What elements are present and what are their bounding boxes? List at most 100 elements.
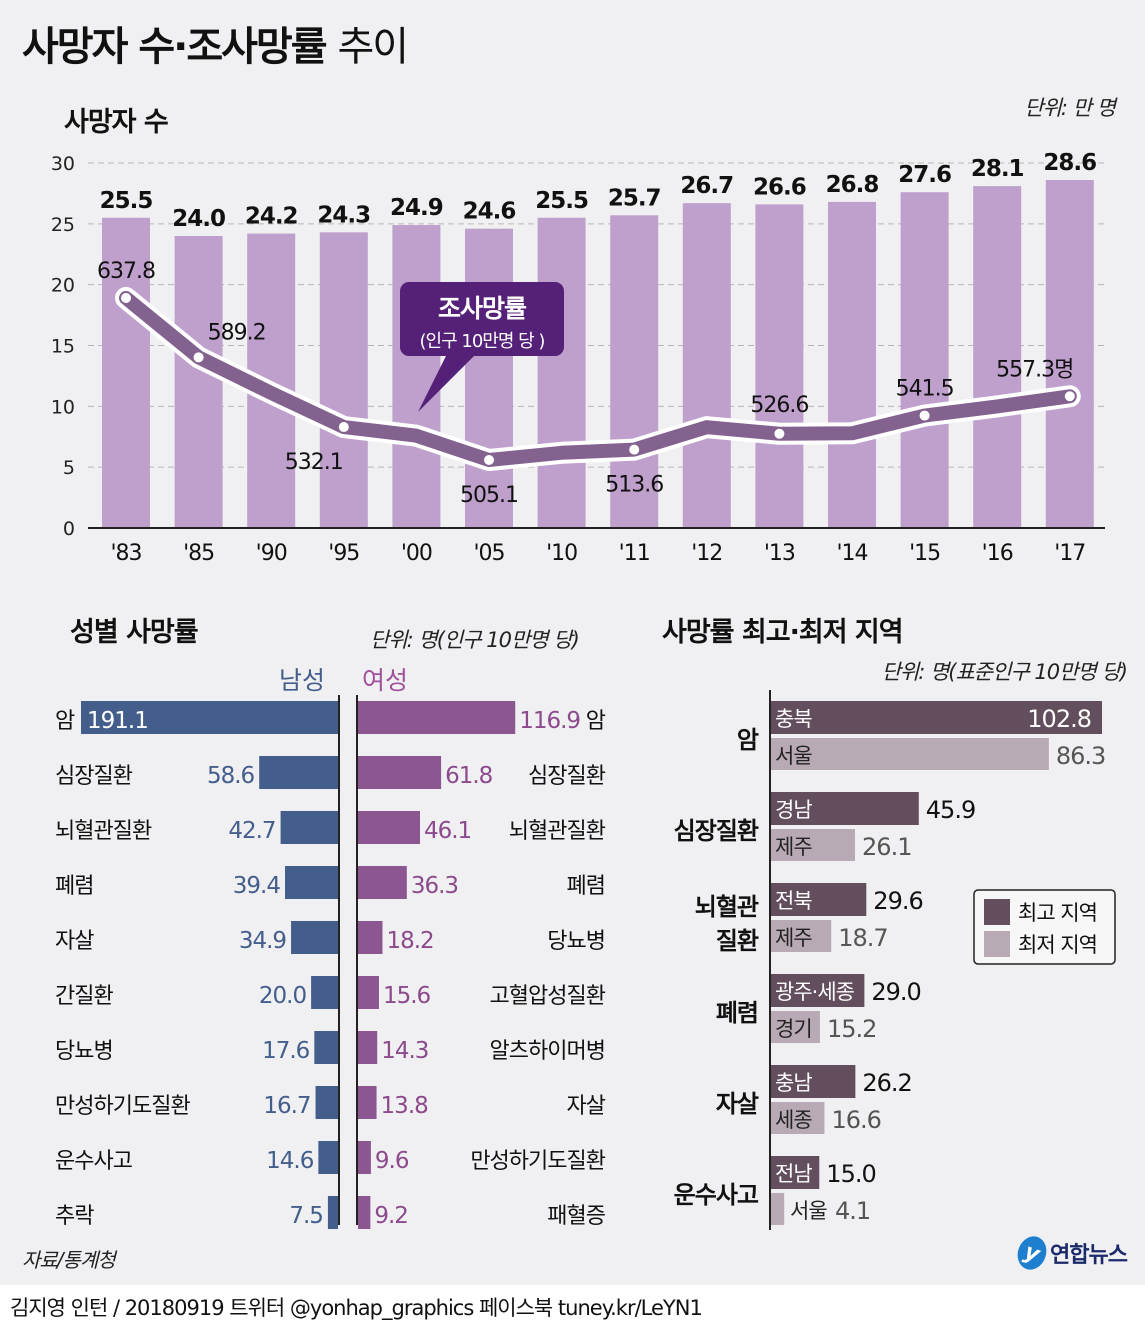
rate-value-label: 513.6 (605, 473, 663, 498)
male-value-label: 34.9 (239, 928, 287, 954)
male-value-label: 16.7 (263, 1093, 310, 1119)
rate-point (1064, 391, 1075, 402)
lowest-region-value: 86.3 (1056, 742, 1105, 770)
lowest-region-bar (771, 829, 856, 861)
highest-region-name: 전남 (775, 1162, 812, 1186)
death-count-bar (102, 217, 150, 528)
bar-value-label: 28.6 (1043, 150, 1096, 176)
male-bar (318, 1141, 338, 1174)
female-bar (358, 1141, 371, 1174)
male-cause-label: 뇌혈관질환 (55, 819, 152, 844)
death-count-bar (682, 203, 731, 528)
x-tick-label: '11 (619, 541, 650, 566)
x-tick-label: '85 (183, 541, 214, 566)
lowest-region-bar (771, 1193, 785, 1225)
bar-value-label: 25.5 (535, 188, 588, 214)
legend-swatch-low (984, 931, 1010, 957)
female-value-label: 36.3 (411, 873, 458, 899)
legend-label-low: 최저 지역 (1018, 933, 1097, 957)
female-cause-label: 폐렴 (567, 874, 605, 899)
bar-value-label: 28.1 (971, 156, 1024, 182)
y-tick-label: 30 (51, 153, 75, 175)
lowest-region-name: 서울 (790, 1199, 827, 1223)
male-value-label: 58.6 (207, 763, 255, 789)
x-tick-label: '13 (764, 541, 795, 566)
sex-chart-title: 성별 사망률 (70, 617, 199, 648)
bar-value-label: 24.2 (245, 204, 298, 230)
bar-value-label: 25.7 (608, 185, 661, 211)
rate-value-label: 589.2 (208, 320, 266, 345)
male-cause-label: 암 (55, 709, 75, 734)
lowest-region-value: 16.6 (831, 1106, 880, 1134)
female-bar (358, 701, 516, 734)
female-cause-label: 자살 (567, 1094, 606, 1119)
yonhap-logo: y 연합뉴스 (1013, 1232, 1128, 1274)
male-value-label: 7.5 (289, 1203, 323, 1229)
highest-region-bar (771, 1065, 856, 1098)
sex-unit-label: 단위: 명(인구 10만명 당) (370, 628, 580, 652)
male-bar (291, 921, 338, 954)
source-label: 자료/통계청 (22, 1248, 116, 1272)
lowest-region-value: 18.7 (838, 924, 887, 952)
highest-region-value: 26.2 (862, 1069, 911, 1097)
male-bar (315, 1086, 338, 1119)
cause-label: 심장질환 (674, 817, 759, 845)
title-bold: 사망자 수·조사망률 (22, 24, 328, 70)
female-bar (358, 1031, 378, 1064)
rate-value-label: 541.5 (896, 377, 954, 402)
bar-value-label: 24.9 (390, 195, 443, 221)
lowest-region-name: 제주 (775, 835, 812, 859)
legend-label-high: 최고 지역 (1018, 901, 1097, 925)
male-cause-label: 간질환 (55, 984, 113, 1009)
lowest-region-bar (771, 1102, 825, 1134)
rate-point (629, 444, 640, 455)
female-cause-label: 당뇨병 (547, 929, 605, 954)
highest-region-name: 전북 (775, 889, 812, 913)
female-legend-label: 여성 (362, 666, 408, 695)
highest-region-value: 29.6 (873, 887, 922, 915)
death-count-bar (755, 204, 804, 528)
x-tick-label: '15 (909, 541, 940, 566)
female-value-label: 13.8 (381, 1093, 429, 1119)
female-value-label: 9.2 (374, 1203, 408, 1229)
male-value-label: 42.7 (228, 818, 275, 844)
death-count-bar (392, 225, 441, 529)
death-count-bar (319, 232, 368, 528)
rate-point (774, 428, 785, 439)
female-bar (358, 756, 442, 789)
x-tick-label: '12 (691, 541, 722, 566)
highest-region-name: 충남 (775, 1071, 812, 1095)
lowest-region-value: 15.2 (827, 1015, 876, 1043)
lowest-region-value: 26.1 (862, 833, 911, 861)
male-bar (311, 976, 338, 1009)
lowest-region-name: 서울 (775, 744, 812, 768)
female-cause-label: 알츠하이머병 (490, 1039, 605, 1064)
male-cause-label: 추락 (55, 1204, 94, 1229)
yonhap-logo-icon: y (1013, 1232, 1051, 1274)
cause-label: 질환 (716, 927, 759, 955)
death-count-bar (1045, 180, 1094, 528)
legend-swatch-high (984, 899, 1010, 925)
male-cause-label: 만성하기도질환 (55, 1094, 190, 1119)
bar-value-label: 24.6 (463, 199, 516, 225)
bar-value-label: 24.0 (172, 206, 225, 232)
male-value-label: 39.4 (233, 873, 281, 899)
lowest-region-name: 경기 (775, 1017, 812, 1041)
male-cause-label: 당뇨병 (55, 1039, 113, 1064)
sex-chart: 남성 여성암 암 191.1 116.9 심장질환 심장질환 58.6 61.8 뇌혈관질환 뇌혈관… (55, 666, 607, 1229)
female-bar (358, 1086, 377, 1119)
lowest-region-name: 제주 (775, 926, 812, 950)
death-count-bar (828, 201, 876, 528)
male-cause-label: 운수사고 (55, 1149, 133, 1174)
rate-point (919, 410, 930, 421)
female-bar (358, 811, 420, 844)
deaths-unit-label: 단위: 만 명 (1024, 96, 1116, 120)
y-tick-label: 5 (63, 457, 75, 479)
rate-point (193, 352, 204, 363)
y-tick-label: 15 (51, 336, 75, 358)
female-cause-label: 만성하기도질환 (470, 1149, 605, 1174)
female-bar (358, 866, 407, 899)
infographic-panel (0, 0, 1145, 1285)
female-bar (358, 1196, 371, 1229)
female-cause-label: 심장질환 (528, 764, 606, 789)
